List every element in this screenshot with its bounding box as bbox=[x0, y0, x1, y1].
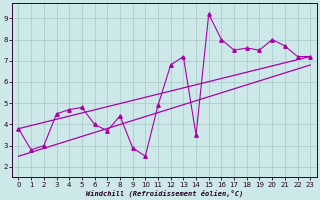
X-axis label: Windchill (Refroidissement éolien,°C): Windchill (Refroidissement éolien,°C) bbox=[86, 189, 243, 197]
